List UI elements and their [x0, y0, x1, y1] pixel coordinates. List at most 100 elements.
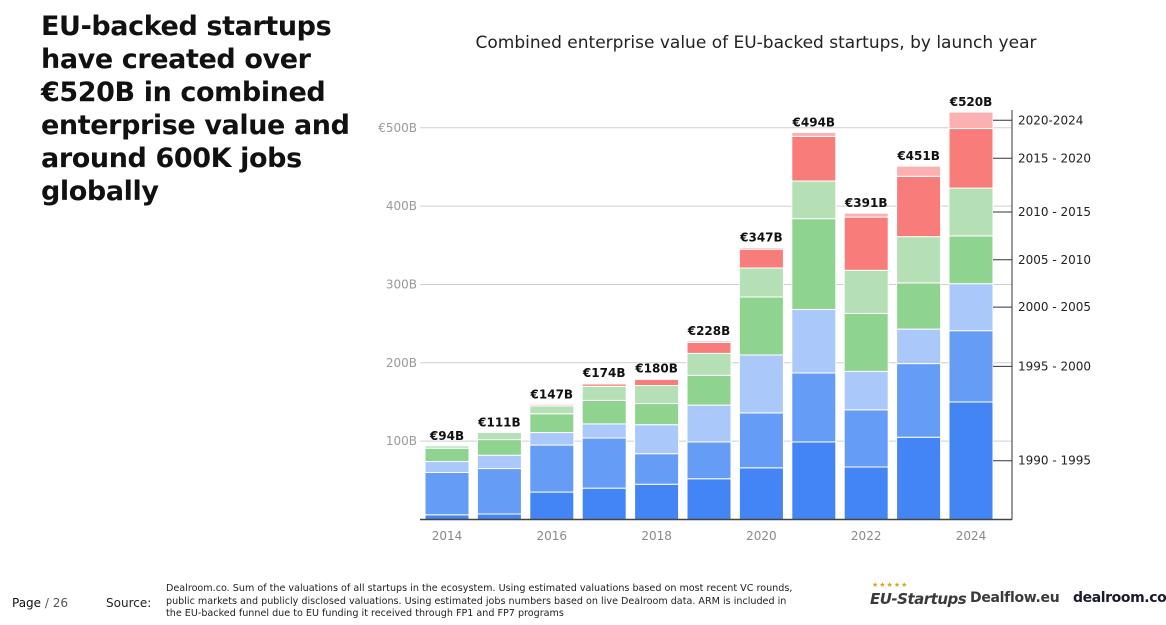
- bar-segment: [581, 487, 627, 521]
- bar-segment: [843, 212, 889, 218]
- bar-segment: [634, 424, 680, 455]
- bar-segment: [424, 461, 470, 473]
- bar-segment: [686, 340, 732, 343]
- bar-total-label: €147B: [530, 387, 574, 401]
- bar-segment: [738, 248, 784, 269]
- x-tick-label: 2020: [746, 529, 777, 543]
- bar-segment: [529, 432, 575, 446]
- page-indicator: Page / 26: [12, 596, 68, 610]
- bar-segment: [896, 175, 942, 238]
- bar-segment: [843, 370, 889, 411]
- bar-segment: [791, 135, 837, 182]
- bar-segment: [686, 352, 732, 376]
- bar-segment: [529, 491, 575, 521]
- bar-segment: [581, 423, 627, 439]
- bar-segment: [476, 468, 522, 515]
- headline-line: enterprise value and: [41, 110, 350, 141]
- bar-segment: [738, 247, 784, 250]
- x-tick-label: 2024: [956, 529, 987, 543]
- bar-segment: [896, 363, 942, 438]
- bar-total-label: €451B: [896, 149, 940, 163]
- bar-segment: [581, 385, 627, 401]
- bar-segment: [843, 269, 889, 314]
- bar-segment: [529, 405, 575, 415]
- headline-line: globally: [41, 176, 159, 207]
- bar-segment: [896, 165, 942, 177]
- chart-title: Combined enterprise value of EU-backed s…: [475, 33, 1037, 53]
- legend-label: 2000 - 2005: [1018, 300, 1091, 314]
- bar-segment: [896, 236, 942, 284]
- page-number: / 26: [44, 596, 69, 610]
- x-tick-label: 2018: [641, 529, 672, 543]
- y-tick-label: 200B: [386, 356, 417, 370]
- bar-segment: [424, 445, 470, 449]
- bar-segment: [581, 399, 627, 425]
- bar-segment: [738, 296, 784, 356]
- eu-startups-logo: ★★★★★ EU-Startups: [870, 581, 967, 608]
- bar-segment: [634, 378, 680, 387]
- bar-segment: [896, 436, 942, 521]
- bar-total-label: €174B: [582, 366, 626, 380]
- legend-label: 2020-2024: [1018, 113, 1083, 127]
- bar-segment: [686, 374, 732, 406]
- y-tick-label: 300B: [386, 277, 417, 291]
- bar-segment: [476, 432, 522, 441]
- bar-total-label: €111B: [477, 416, 521, 430]
- bar-segment: [529, 413, 575, 434]
- bar-segment: [948, 187, 994, 237]
- bar-total-label: €347B: [739, 231, 783, 245]
- stacked-bar-chart: 100B 200B 300B 400B €500B €94B 2014 €111B €147B 2…: [378, 95, 1091, 543]
- dealroom-logo-text: dealroom.co: [1073, 590, 1166, 606]
- bar-segment: [738, 412, 784, 469]
- eu-startups-logo-text: EU-Startups: [870, 590, 967, 608]
- source-note-line: the EU-backed funnel due to EU funding i…: [166, 608, 564, 619]
- bar-segment: [634, 483, 680, 520]
- bar-segment: [476, 513, 522, 521]
- bar-segment: [948, 283, 994, 332]
- bar-segment: [686, 441, 732, 480]
- source-note-line: Dealroom.co. Sum of the valuations of al…: [166, 583, 793, 594]
- bar-segment: [634, 377, 680, 380]
- bar-segment: [476, 454, 522, 470]
- bar-segment: [791, 372, 837, 443]
- headline-line: EU-backed startups: [41, 11, 332, 42]
- bar-segment: [529, 403, 575, 407]
- bar-segment: [424, 471, 470, 516]
- dealflow-logo: Dealflow.eu: [970, 590, 1060, 606]
- bar-segment: [476, 439, 522, 456]
- headline-line: €520B in combined: [41, 77, 326, 108]
- bar-segment: [896, 328, 942, 365]
- bar-segment: [686, 341, 732, 354]
- bar-segment: [948, 235, 994, 285]
- bar-segment: [738, 267, 784, 298]
- bar-segment: [424, 447, 470, 463]
- bar-segment: [634, 453, 680, 485]
- y-tick-label: 400B: [386, 199, 417, 213]
- bar-segment: [843, 216, 889, 271]
- bar-segment: [791, 441, 837, 520]
- bar-segment: [948, 401, 994, 521]
- bar-segment: [738, 354, 784, 414]
- bar-segment: [948, 128, 994, 189]
- x-tick-label: 2014: [432, 529, 463, 543]
- headline: EU-backed startups have created over €52…: [41, 10, 350, 208]
- bar-total-label: €520B: [949, 95, 993, 109]
- dealroom-logo: dealroom.co: [1073, 590, 1166, 606]
- bar-segment: [791, 218, 837, 311]
- bar-segment: [948, 330, 994, 403]
- y-tick-label: €500B: [378, 121, 417, 135]
- bar-segment: [634, 385, 680, 405]
- bar-segment: [581, 437, 627, 489]
- bar-segment: [843, 409, 889, 468]
- bar-segment: [843, 466, 889, 520]
- bar-segment: [791, 180, 837, 220]
- bar-total-label: €391B: [844, 196, 888, 210]
- source-note: Dealroom.co. Sum of the valuations of al…: [166, 583, 816, 621]
- y-tick-label: 100B: [386, 434, 417, 448]
- legend-label: 2015 - 2020: [1018, 151, 1091, 165]
- source-note-line: public markets and publicly disclosed va…: [166, 595, 787, 607]
- legend-label: 1990 - 1995: [1018, 454, 1091, 468]
- bar-segment: [634, 403, 680, 426]
- legend-label: 1995 - 2000: [1018, 359, 1091, 373]
- source-label: Source:: [106, 596, 152, 610]
